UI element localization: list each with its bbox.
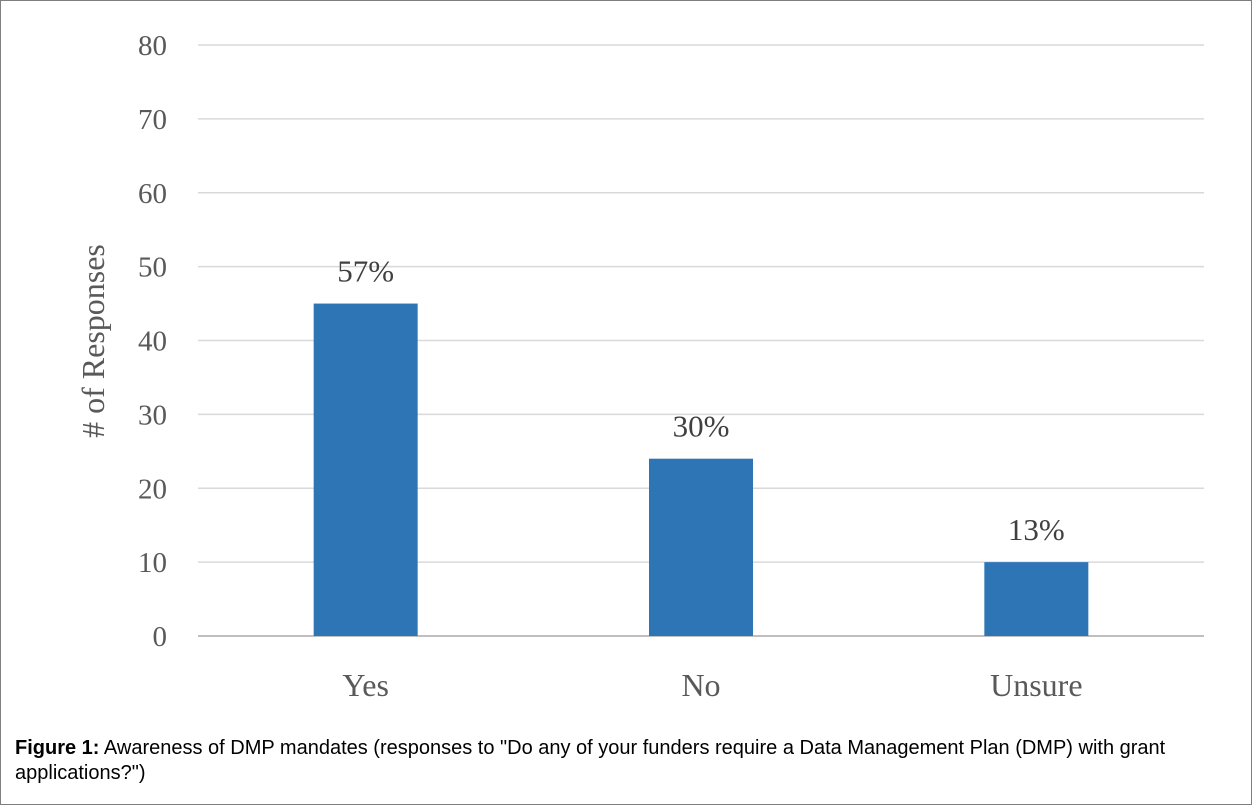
y-axis-ticks: 0 10 20 30 40 50 60 70 80 (138, 30, 167, 653)
bar (313, 303, 418, 636)
data-labels: 57% 30% 13% (337, 254, 1064, 548)
bar (649, 458, 753, 636)
bar-data-label: 30% (673, 409, 730, 444)
y-tick-label: 30 (138, 399, 167, 431)
x-tick-label: Unsure (990, 667, 1082, 703)
y-tick-label: 40 (138, 326, 167, 358)
y-tick-label: 60 (138, 178, 167, 210)
bar-data-label: 57% (337, 254, 394, 289)
y-axis-title: # of Responses (75, 244, 111, 438)
figure-caption: Figure 1: Awareness of DMP mandates (res… (15, 736, 1215, 786)
y-tick-label: 50 (138, 252, 167, 284)
caption-label: Figure 1: (15, 737, 100, 759)
caption-text: Awareness of DMP mandates (responses to … (15, 737, 1166, 784)
y-tick-label: 0 (153, 621, 168, 653)
y-tick-label: 10 (138, 547, 167, 579)
y-tick-label: 70 (138, 104, 167, 136)
y-tick-label: 20 (138, 473, 167, 505)
x-tick-label: Yes (342, 667, 389, 703)
y-tick-label: 80 (138, 30, 167, 62)
bar-data-label: 13% (1008, 512, 1065, 547)
x-axis-ticks: Yes No Unsure (342, 667, 1082, 703)
bars (313, 303, 1089, 636)
x-tick-label: No (681, 667, 720, 703)
bar (984, 562, 1089, 636)
